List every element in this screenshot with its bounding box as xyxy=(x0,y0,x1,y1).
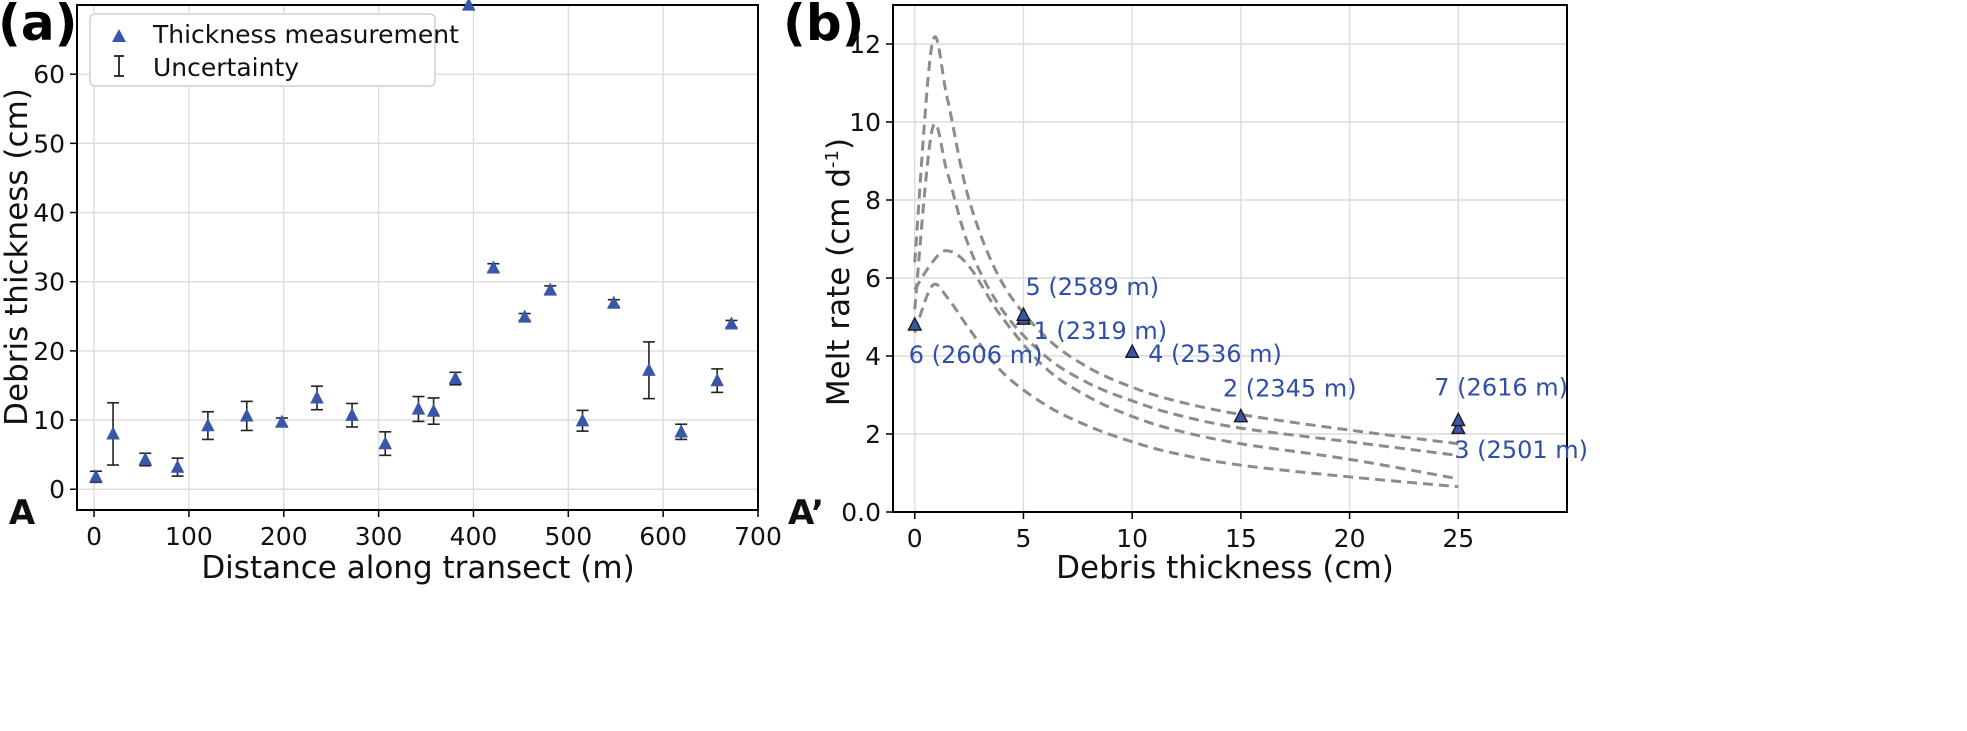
point-annotation-label: 5 (2589 m) xyxy=(1025,273,1159,301)
melt-measurement-point xyxy=(1124,343,1140,359)
x-tick-label: 600 xyxy=(639,522,687,551)
x-tick-label: 0 xyxy=(86,522,102,551)
y-tick-label: 10 xyxy=(33,406,65,435)
y-tick-label: 50 xyxy=(33,129,65,158)
data-point-thickness xyxy=(426,403,441,417)
y-tick-label: 4 xyxy=(865,342,881,371)
y-tick-label: 40 xyxy=(33,199,65,228)
data-point-thickness xyxy=(378,436,393,450)
data-point-thickness xyxy=(674,424,688,438)
y-tick-label: 60 xyxy=(33,60,65,89)
data-point-thickness xyxy=(138,452,153,466)
data-point-thickness xyxy=(642,362,656,376)
data-point-thickness xyxy=(607,295,621,309)
data-point-thickness xyxy=(724,316,739,330)
point-annotation-label: 4 (2536 m) xyxy=(1148,340,1282,368)
melt-measurement-point xyxy=(907,316,923,331)
panel-b-frame xyxy=(892,4,1568,513)
point-annotation-label: 2 (2345 m) xyxy=(1223,374,1357,402)
melt-curve-line xyxy=(913,249,1459,481)
x-tick-label: 0 xyxy=(907,524,923,553)
data-point-thickness xyxy=(517,309,532,323)
x-tick-label: 10 xyxy=(1116,524,1148,553)
point-annotation-label: 6 (2606 m) xyxy=(909,341,1043,369)
panel-b-ylabel-close: ) xyxy=(821,138,857,150)
point-annotation-label: 3 (2501 m) xyxy=(1454,436,1588,464)
panel-a-frame xyxy=(76,4,759,511)
melt-measurement-point xyxy=(1450,419,1466,435)
panel-b-chart: (b) Debris thickness (cm) Melt rate (cm … xyxy=(783,0,1588,586)
y-tick-label: 20 xyxy=(33,337,65,366)
panel-a-ylabel: Debris thickness (cm) xyxy=(0,88,35,426)
data-point-thickness xyxy=(448,371,463,385)
melt-curve-line xyxy=(913,122,1459,457)
data-point-thickness xyxy=(575,413,590,427)
data-point-thickness xyxy=(461,0,476,11)
legend-entry-uncertainty: Uncertainty xyxy=(153,53,299,82)
y-tick-label: 10 xyxy=(849,108,881,137)
panel-a-xlabel: Distance along transect (m) xyxy=(201,550,634,586)
melt-curve-line xyxy=(913,35,1459,446)
data-point-thickness xyxy=(240,408,254,422)
y-tick-label: 0 xyxy=(49,475,65,504)
transect-start-label-a: A xyxy=(9,493,36,533)
panel-b-label: (b) xyxy=(783,0,865,52)
data-point-thickness xyxy=(486,260,501,274)
y-tick-label: 2 xyxy=(865,420,881,449)
melt-measurement-point xyxy=(1016,306,1031,321)
y-tick-label: 6 xyxy=(865,264,881,293)
panel-a-label: (a) xyxy=(0,0,77,52)
data-point-thickness xyxy=(106,426,120,440)
legend-box xyxy=(89,13,436,87)
panel-b-ylabel-sup: -1 xyxy=(822,150,843,168)
x-tick-label: 15 xyxy=(1225,524,1257,553)
y-tick-label: 8 xyxy=(865,186,881,215)
x-tick-label: 5 xyxy=(1015,524,1031,553)
x-tick-label: 700 xyxy=(734,522,782,551)
x-tick-label: 400 xyxy=(450,522,498,551)
melt-measurement-point xyxy=(1450,411,1466,427)
data-point-thickness xyxy=(411,401,426,415)
point-annotation-label: 7 (2616 m) xyxy=(1434,373,1568,401)
transect-end-label-b: A’ xyxy=(788,493,824,533)
panel-b-ylabel-main: Melt rate (cm d xyxy=(821,168,857,406)
data-point-thickness xyxy=(310,390,324,404)
y-tick-label: 30 xyxy=(33,268,65,297)
data-point-thickness xyxy=(170,459,185,473)
data-point-thickness xyxy=(275,414,289,428)
legend-entry-measurement: Thickness measurement xyxy=(152,20,459,49)
legend-triangle-icon xyxy=(112,29,126,42)
x-tick-label: 500 xyxy=(544,522,592,551)
y-tick-label: 12 xyxy=(849,30,881,59)
data-point-thickness xyxy=(89,469,103,483)
legend-errorbar-icon xyxy=(114,55,124,77)
x-tick-label: 20 xyxy=(1334,524,1366,553)
data-point-thickness xyxy=(543,282,558,296)
point-annotation-label: 1 (2319 m) xyxy=(1033,317,1167,345)
x-tick-label: 200 xyxy=(260,522,308,551)
panel-a-legend: Thickness measurement Uncertainty xyxy=(89,13,459,87)
data-point-thickness xyxy=(710,373,724,387)
x-tick-label: 100 xyxy=(165,522,213,551)
y-tick-label: 0.0 xyxy=(841,498,881,527)
x-tick-label: 300 xyxy=(355,522,403,551)
melt-curve-line xyxy=(913,282,1459,489)
data-point-thickness xyxy=(201,418,215,432)
panel-b-ylabel: Melt rate (cm d-1) xyxy=(821,138,857,406)
data-point-thickness xyxy=(345,407,359,421)
panel-a-chart: (a) Distance along transect (m) Debris t… xyxy=(0,0,782,586)
x-tick-label: 25 xyxy=(1442,524,1474,553)
melt-measurement-point xyxy=(1233,407,1249,423)
panel-b-xlabel: Debris thickness (cm) xyxy=(1056,550,1394,586)
